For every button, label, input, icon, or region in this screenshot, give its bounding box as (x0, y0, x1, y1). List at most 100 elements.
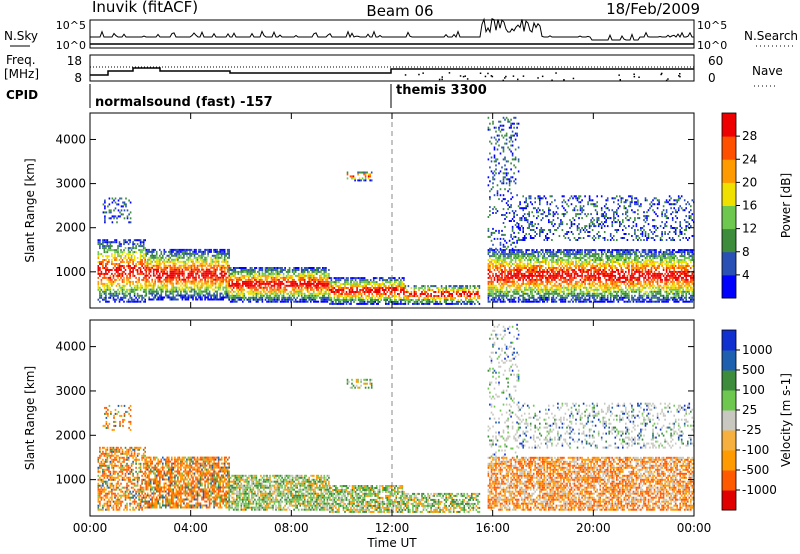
data-cell (288, 269, 291, 271)
data-cell (201, 286, 203, 289)
data-cell (406, 289, 408, 291)
data-cell (377, 299, 379, 301)
data-cell (368, 293, 370, 295)
data-cell (546, 269, 549, 271)
data-cell (584, 296, 586, 299)
data-cell (202, 262, 205, 265)
data-cell (193, 284, 196, 287)
data-cell (511, 276, 514, 279)
data-cell (356, 277, 358, 280)
data-cell (613, 282, 615, 285)
data-cell (326, 274, 329, 277)
data-cell (183, 254, 185, 257)
data-cell (257, 290, 259, 293)
data-cell (492, 300, 494, 303)
noise-right-tick-bottom: 10^0 (697, 39, 727, 52)
data-cell (555, 253, 558, 256)
data-cell (103, 288, 106, 291)
data-cell (573, 288, 576, 291)
data-cell (348, 302, 351, 305)
data-cell (433, 285, 435, 288)
data-cell (588, 269, 591, 271)
data-cell (433, 299, 435, 301)
data-cell (264, 274, 267, 277)
data-cell (391, 299, 393, 301)
data-cell (154, 254, 156, 257)
data-cell (596, 290, 598, 293)
data-cell (97, 257, 100, 259)
data-cell (545, 257, 547, 259)
data-cell (365, 283, 367, 286)
data-cell (588, 284, 591, 287)
data-cell (609, 288, 612, 291)
data-cell (165, 276, 167, 279)
data-cell (232, 286, 235, 289)
data-cell (588, 282, 591, 285)
data-cell (445, 287, 447, 289)
data-cell (525, 278, 527, 281)
data-cell (231, 270, 233, 273)
data-cell (378, 285, 381, 288)
data-cell (600, 249, 603, 252)
data-cell (336, 285, 339, 288)
data-cell (136, 284, 139, 287)
data-cell (127, 272, 130, 275)
data-cell (602, 274, 604, 277)
data-cell (284, 288, 286, 291)
data-cell (336, 297, 339, 299)
data-cell (255, 282, 258, 285)
data-cell (353, 293, 355, 295)
data-cell (160, 288, 163, 291)
nave-dot (464, 75, 466, 77)
data-cell (255, 280, 258, 283)
data-cell (146, 248, 149, 251)
data-cell (375, 291, 378, 293)
data-cell (213, 272, 215, 275)
data-cell (207, 298, 209, 301)
data-cell (296, 290, 298, 293)
data-cell (251, 269, 253, 271)
data-cell (159, 298, 161, 301)
data-cell (319, 278, 321, 281)
data-cell (168, 294, 170, 297)
data-cell (372, 295, 375, 297)
data-cell (339, 277, 342, 280)
data-cell (287, 298, 289, 301)
data-cell (121, 251, 124, 254)
data-cell (600, 259, 603, 261)
data-cell (389, 293, 392, 295)
data-cell (573, 292, 576, 295)
data-cell (567, 261, 570, 263)
data-cell (237, 270, 240, 273)
data-cell (452, 289, 455, 291)
data-cell (132, 253, 134, 256)
data-cell (178, 286, 181, 289)
data-cell (105, 296, 107, 299)
data-cell (374, 277, 376, 280)
data-cell (180, 260, 182, 263)
data-cell (146, 274, 149, 277)
data-cell (129, 290, 131, 293)
data-cell (108, 241, 110, 244)
data-cell (219, 250, 221, 253)
data-cell (539, 263, 541, 265)
data-cell (198, 286, 200, 289)
data-cell (138, 278, 140, 281)
data-cell (120, 251, 122, 254)
data-cell (183, 272, 185, 275)
data-cell (175, 294, 178, 297)
data-cell (126, 265, 128, 267)
data-cell (341, 302, 343, 305)
data-cell (575, 284, 577, 287)
data-cell (545, 288, 547, 291)
data-cell (354, 297, 357, 299)
data-cell (260, 280, 262, 283)
data-cell (336, 291, 339, 293)
data-cell (198, 254, 200, 257)
noise-panel-frame (89, 19, 695, 49)
data-cell (523, 286, 526, 289)
data-cell (118, 245, 121, 248)
data-cell (581, 274, 583, 277)
data-cell (148, 272, 150, 275)
data-cell (385, 279, 387, 282)
